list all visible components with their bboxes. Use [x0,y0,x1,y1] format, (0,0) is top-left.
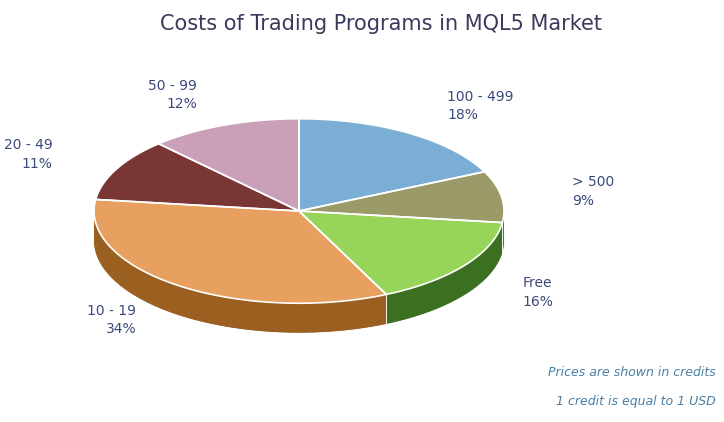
Text: 34%: 34% [106,322,136,336]
Text: 100 - 499: 100 - 499 [447,89,514,104]
Polygon shape [159,119,299,211]
Polygon shape [96,144,299,211]
Text: Costs of Trading Programs in MQL5 Market: Costs of Trading Programs in MQL5 Market [160,14,602,34]
Polygon shape [387,222,502,324]
Polygon shape [94,200,387,303]
Polygon shape [502,211,504,252]
Polygon shape [94,212,387,333]
Polygon shape [299,211,502,295]
Text: 12%: 12% [167,97,197,111]
Text: 18%: 18% [447,108,478,122]
Polygon shape [387,222,502,324]
Polygon shape [94,148,504,333]
Polygon shape [299,172,504,222]
Text: 9%: 9% [572,194,594,208]
Text: 10 - 19: 10 - 19 [88,304,136,318]
Text: 11%: 11% [22,157,52,170]
Text: 20 - 49: 20 - 49 [4,138,52,152]
Text: > 500: > 500 [572,175,615,189]
Text: 1 credit is equal to 1 USD: 1 credit is equal to 1 USD [556,395,716,408]
Text: 16%: 16% [523,295,554,309]
Polygon shape [299,119,484,211]
Text: 50 - 99: 50 - 99 [148,79,197,93]
Text: Prices are shown in credits: Prices are shown in credits [548,366,716,379]
Polygon shape [502,211,504,252]
Text: Free: Free [523,276,552,290]
Polygon shape [94,213,387,333]
